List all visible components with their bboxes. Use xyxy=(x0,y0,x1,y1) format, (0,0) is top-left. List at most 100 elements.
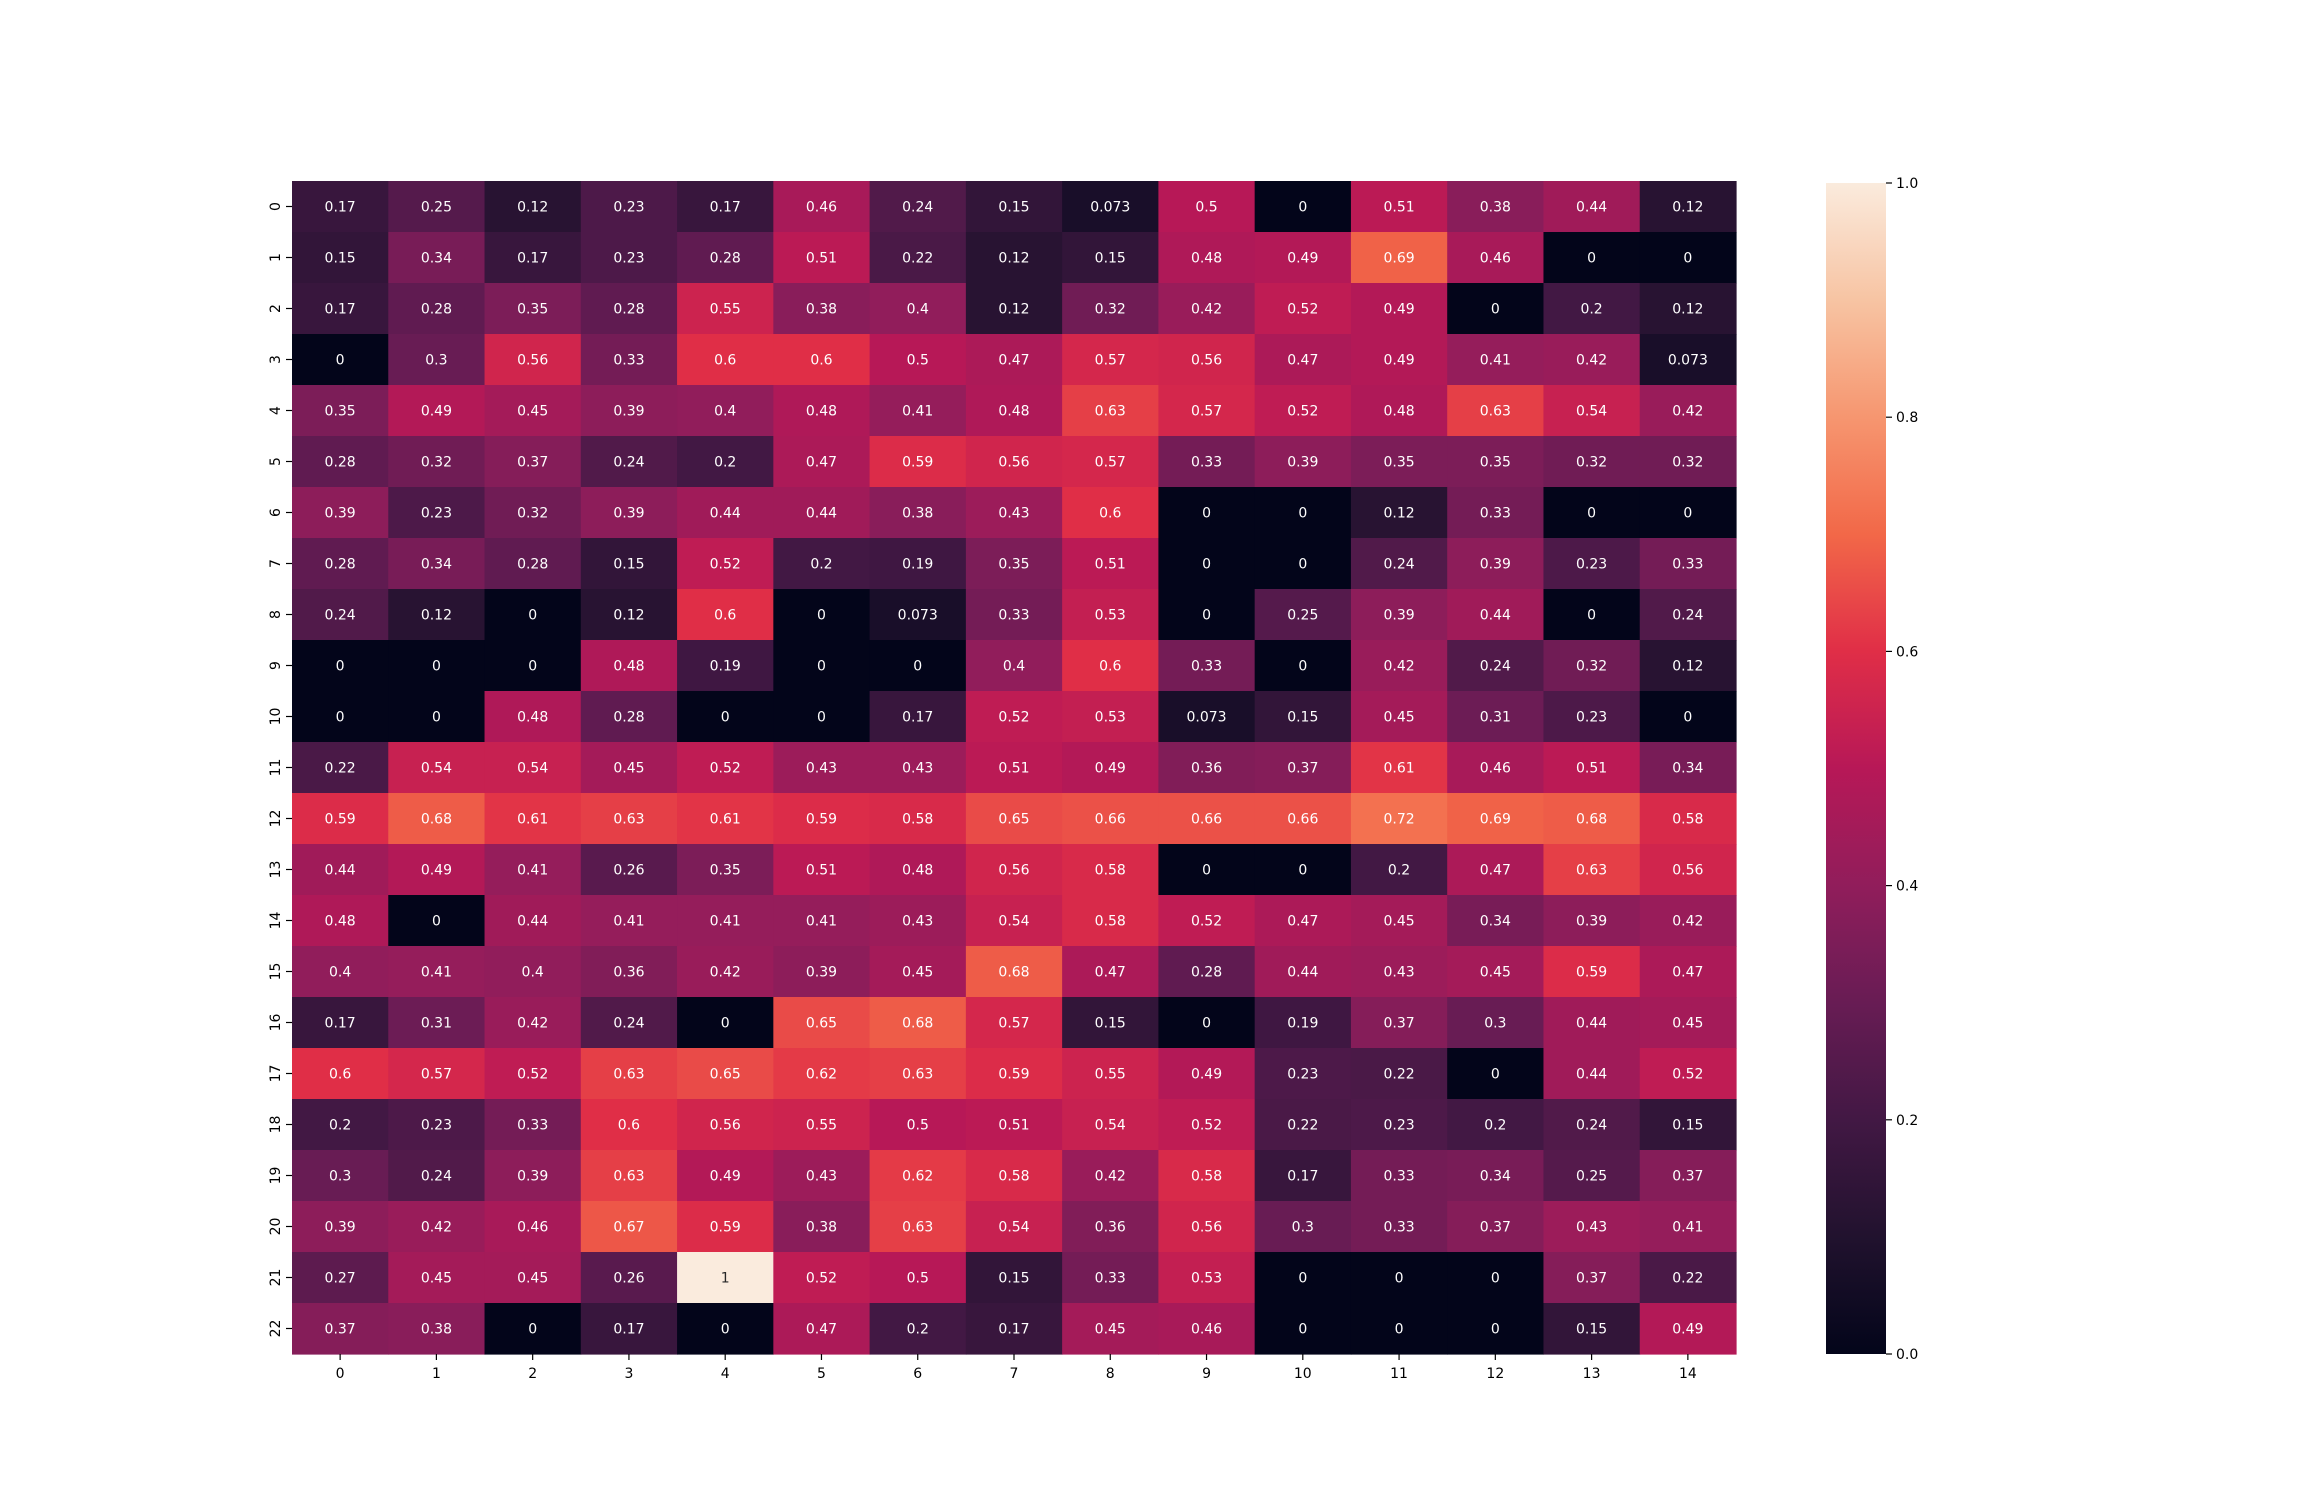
y-tick-label: 9 xyxy=(268,661,284,670)
cell-label: 0.33 xyxy=(998,608,1029,624)
cell-label: 0.31 xyxy=(1480,710,1511,726)
heatmap-cell xyxy=(1543,538,1641,590)
heatmap-cell xyxy=(869,181,967,233)
cell-label: 0.48 xyxy=(1191,251,1222,267)
cell-label: 0.37 xyxy=(1576,1271,1607,1287)
heatmap-cell xyxy=(1543,844,1641,896)
cell-label: 0.35 xyxy=(517,302,548,318)
heatmap-cell xyxy=(388,334,486,386)
heatmap-cell xyxy=(1350,946,1448,998)
cell-label: 0.15 xyxy=(998,200,1029,216)
heatmap-cell xyxy=(677,487,774,539)
heatmap-cell xyxy=(1254,793,1352,845)
heatmap-cell xyxy=(388,1201,486,1253)
heatmap-cell xyxy=(1639,895,1737,947)
heatmap-cell xyxy=(773,385,871,437)
heatmap-cell xyxy=(1158,1048,1256,1100)
cell-label: 0.56 xyxy=(998,863,1029,879)
cell-label: 1 xyxy=(721,1271,730,1287)
cell-label: 0.36 xyxy=(1095,1220,1126,1236)
heatmap-cell xyxy=(1062,691,1159,743)
cell-label: 0.41 xyxy=(1480,353,1511,369)
heatmap-cell xyxy=(388,895,486,947)
cell-label: 0.23 xyxy=(1576,710,1607,726)
cell-label: 0.42 xyxy=(517,1016,548,1032)
cell-label: 0.44 xyxy=(517,914,548,930)
heatmap-cell xyxy=(869,1099,967,1151)
cell-label: 0 xyxy=(1298,659,1307,675)
heatmap-cell xyxy=(1350,385,1448,437)
heatmap-cell xyxy=(1639,691,1737,743)
cell-label: 0.48 xyxy=(806,404,837,420)
heatmap-cell xyxy=(773,1252,871,1304)
cell-label: 0.59 xyxy=(998,1067,1029,1083)
heatmap-cell xyxy=(484,844,582,896)
cell-label: 0.28 xyxy=(613,302,644,318)
cell-label: 0 xyxy=(1202,1016,1211,1032)
y-tick-label: 22 xyxy=(268,1320,284,1338)
heatmap-cell xyxy=(1254,691,1352,743)
heatmap-cell xyxy=(677,538,774,590)
cell-label: 0 xyxy=(721,1322,730,1338)
cell-label: 0.46 xyxy=(1480,761,1511,777)
heatmap-cell xyxy=(484,1201,582,1253)
cell-label: 0.4 xyxy=(522,965,544,981)
cell-label: 0.19 xyxy=(710,659,741,675)
cell-label: 0.45 xyxy=(902,965,933,981)
cell-label: 0.53 xyxy=(1191,1271,1222,1287)
heatmap-cell xyxy=(1447,385,1545,437)
heatmap-cell xyxy=(484,538,582,590)
cell-label: 0.51 xyxy=(1576,761,1607,777)
heatmap-cell xyxy=(773,1303,871,1355)
heatmap-cell xyxy=(1062,385,1159,437)
cell-label: 0.37 xyxy=(1287,761,1318,777)
cell-label: 0.47 xyxy=(1287,353,1318,369)
heatmap-cell xyxy=(869,436,967,488)
cell-label: 0.34 xyxy=(1672,761,1703,777)
cell-label: 0 xyxy=(528,659,537,675)
cell-label: 0.48 xyxy=(998,404,1029,420)
heatmap-cell xyxy=(388,844,486,896)
x-tick-label: 13 xyxy=(1583,1366,1601,1382)
cell-label: 0 xyxy=(336,353,345,369)
cell-label: 0.42 xyxy=(1672,404,1703,420)
cell-label: 0 xyxy=(1298,557,1307,573)
cell-label: 0.33 xyxy=(1191,455,1222,471)
heatmap-cell xyxy=(1639,640,1737,692)
heatmap-cell xyxy=(1254,640,1352,692)
heatmap-cell xyxy=(1639,283,1737,335)
cell-label: 0.4 xyxy=(1003,659,1025,675)
cell-label: 0.54 xyxy=(421,761,452,777)
heatmap-cell xyxy=(1062,436,1159,488)
cell-label: 0.17 xyxy=(325,302,356,318)
heatmap-cell xyxy=(1158,181,1256,233)
heatmap-cell xyxy=(388,181,486,233)
cell-label: 0 xyxy=(1395,1271,1404,1287)
cell-label: 0.32 xyxy=(1095,302,1126,318)
heatmap-cell xyxy=(1447,1201,1545,1253)
cell-label: 0.58 xyxy=(1672,812,1703,828)
heatmap-cell xyxy=(773,181,871,233)
heatmap-cell xyxy=(580,997,678,1049)
heatmap-cell xyxy=(292,895,389,947)
heatmap-cell xyxy=(965,691,1063,743)
cell-label: 0.32 xyxy=(1576,659,1607,675)
heatmap-cell xyxy=(484,946,582,998)
cell-label: 0.56 xyxy=(998,455,1029,471)
heatmap-cell xyxy=(869,895,967,947)
heatmap-cell xyxy=(1543,436,1641,488)
cell-label: 0.63 xyxy=(902,1067,933,1083)
cell-label: 0.45 xyxy=(1095,1322,1126,1338)
heatmap-cell xyxy=(1639,793,1737,845)
heatmap-cell xyxy=(677,1048,774,1100)
cell-label: 0.43 xyxy=(806,1169,837,1185)
cell-label: 0 xyxy=(432,914,441,930)
heatmap-cell xyxy=(1254,181,1352,233)
heatmap-cell xyxy=(388,1048,486,1100)
cell-label: 0.22 xyxy=(325,761,356,777)
heatmap-cell xyxy=(869,1303,967,1355)
cell-label: 0.2 xyxy=(1484,1118,1506,1134)
heatmap-cell xyxy=(869,538,967,590)
